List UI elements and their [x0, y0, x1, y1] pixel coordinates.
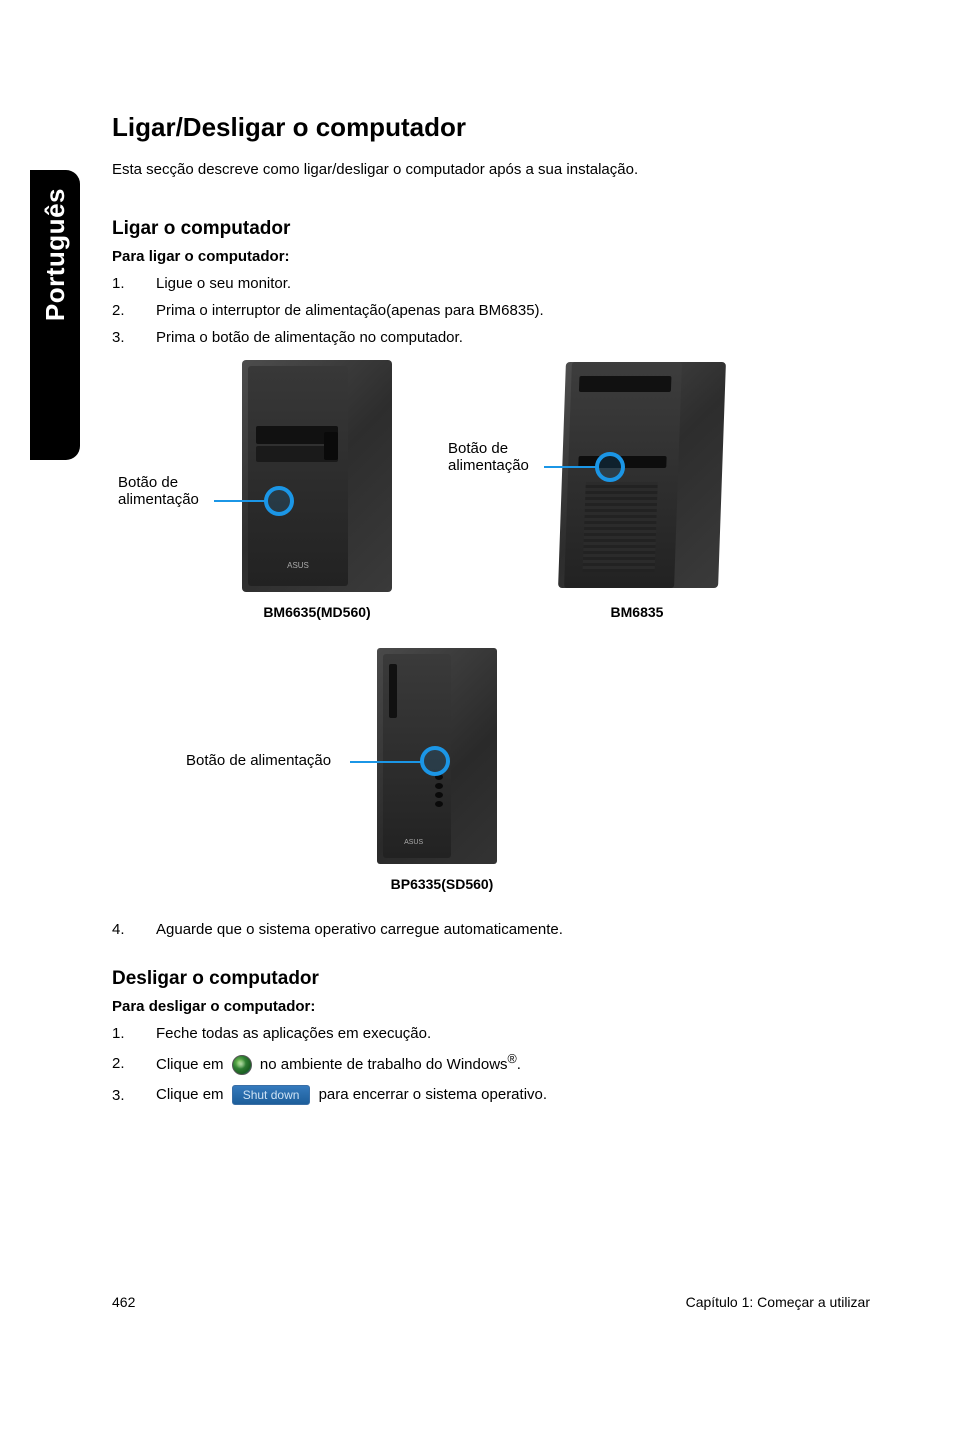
chapter-label: Capítulo 1: Começar a utilizar	[686, 1294, 870, 1310]
page-number: 462	[112, 1294, 135, 1310]
text-fragment: Clique em	[156, 1056, 224, 1073]
list-item: 4. Aguarde que o sistema operativo carre…	[112, 921, 870, 938]
list-item: 2. Clique em no ambiente de trabalho do …	[112, 1052, 870, 1075]
step-number: 2.	[112, 302, 156, 319]
figures-area: ASUS Botão de alimentação BM6635(MD560) …	[112, 356, 870, 921]
leader-line	[350, 761, 422, 763]
tower-bm6635: ASUS	[242, 360, 392, 592]
intro-text: Esta secção descreve como ligar/desligar…	[112, 161, 870, 178]
language-tab-label: Português	[40, 188, 71, 321]
step-text: Ligue o seu monitor.	[156, 275, 870, 292]
tower-front	[564, 362, 682, 588]
power-label: Botão de alimentação	[186, 752, 331, 769]
text-fragment: para encerrar o sistema operativo.	[319, 1086, 547, 1103]
list-item: 3. Prima o botão de alimentação no compu…	[112, 329, 870, 346]
step-text: Clique em no ambiente de trabalho do Win…	[156, 1052, 870, 1075]
drive-bay	[579, 376, 672, 392]
list-item: 3. Clique em Shut down para encerrar o s…	[112, 1085, 870, 1105]
section-off-sub: Para desligar o computador:	[112, 998, 870, 1015]
text-fragment: no ambiente de trabalho do Windows	[260, 1056, 508, 1073]
label-line: alimentação	[448, 457, 529, 474]
windows-start-icon	[232, 1055, 252, 1075]
power-label: Botão de alimentação	[448, 440, 529, 474]
section-on-sub: Para ligar o computador:	[112, 248, 870, 265]
section-off-heading: Desligar o computador	[112, 968, 870, 990]
list-item: 1. Feche todas as aplicações em execução…	[112, 1025, 870, 1042]
logo-text: ASUS	[287, 561, 309, 570]
power-ring-icon	[264, 486, 294, 516]
label-line: Botão de	[448, 440, 508, 457]
leader-line	[544, 466, 596, 468]
off-steps-list: 1. Feche todas as aplicações em execução…	[112, 1025, 870, 1105]
tower-front: ASUS	[248, 366, 348, 586]
power-ring-icon	[595, 452, 625, 482]
step-text: Aguarde que o sistema operativo carregue…	[156, 921, 870, 938]
step-text: Clique em Shut down para encerrar o sist…	[156, 1085, 870, 1105]
front-grille	[583, 482, 658, 572]
step-number: 1.	[112, 1025, 156, 1042]
step-number: 4.	[112, 921, 156, 938]
language-tab: Português	[30, 170, 80, 460]
power-ring-icon	[420, 746, 450, 776]
io-panel	[324, 432, 338, 460]
list-item: 1. Ligue o seu monitor.	[112, 275, 870, 292]
on-steps-list: 1. Ligue o seu monitor. 2. Prima o inter…	[112, 275, 870, 346]
io-ports	[435, 774, 443, 812]
step-number: 3.	[112, 1087, 156, 1104]
step-number: 2.	[112, 1055, 156, 1072]
logo-text: ASUS	[404, 839, 423, 846]
section-off: Desligar o computador Para desligar o co…	[112, 968, 870, 1105]
label-line: Botão de	[118, 474, 178, 491]
text-fragment: .	[517, 1056, 521, 1073]
step-number: 3.	[112, 329, 156, 346]
step-text: Prima o interruptor de alimentação(apena…	[156, 302, 870, 319]
step-number: 1.	[112, 275, 156, 292]
caption-bm6835: BM6835	[557, 604, 717, 620]
label-line: alimentação	[118, 491, 199, 508]
reg-mark: ®	[508, 1052, 517, 1066]
section-on-heading: Ligar o computador	[112, 218, 870, 240]
tower-bm6835	[558, 362, 726, 588]
page-footer: 462 Capítulo 1: Começar a utilizar	[112, 1294, 870, 1310]
leader-line	[214, 500, 266, 502]
text-fragment: Clique em	[156, 1086, 224, 1103]
caption-bp6335: BP6335(SD560)	[367, 876, 517, 892]
power-label: Botão de alimentação	[118, 474, 199, 508]
drive-slot	[389, 664, 397, 718]
on-step4-list: 4. Aguarde que o sistema operativo carre…	[112, 921, 870, 938]
page-content: Ligar/Desligar o computador Esta secção …	[112, 112, 870, 1115]
step-text: Prima o botão de alimentação no computad…	[156, 329, 870, 346]
shutdown-button-graphic: Shut down	[232, 1085, 311, 1105]
step-text: Feche todas as aplicações em execução.	[156, 1025, 870, 1042]
list-item: 2. Prima o interruptor de alimentação(ap…	[112, 302, 870, 319]
page-title: Ligar/Desligar o computador	[112, 112, 870, 143]
caption-bm6635: BM6635(MD560)	[242, 604, 392, 620]
